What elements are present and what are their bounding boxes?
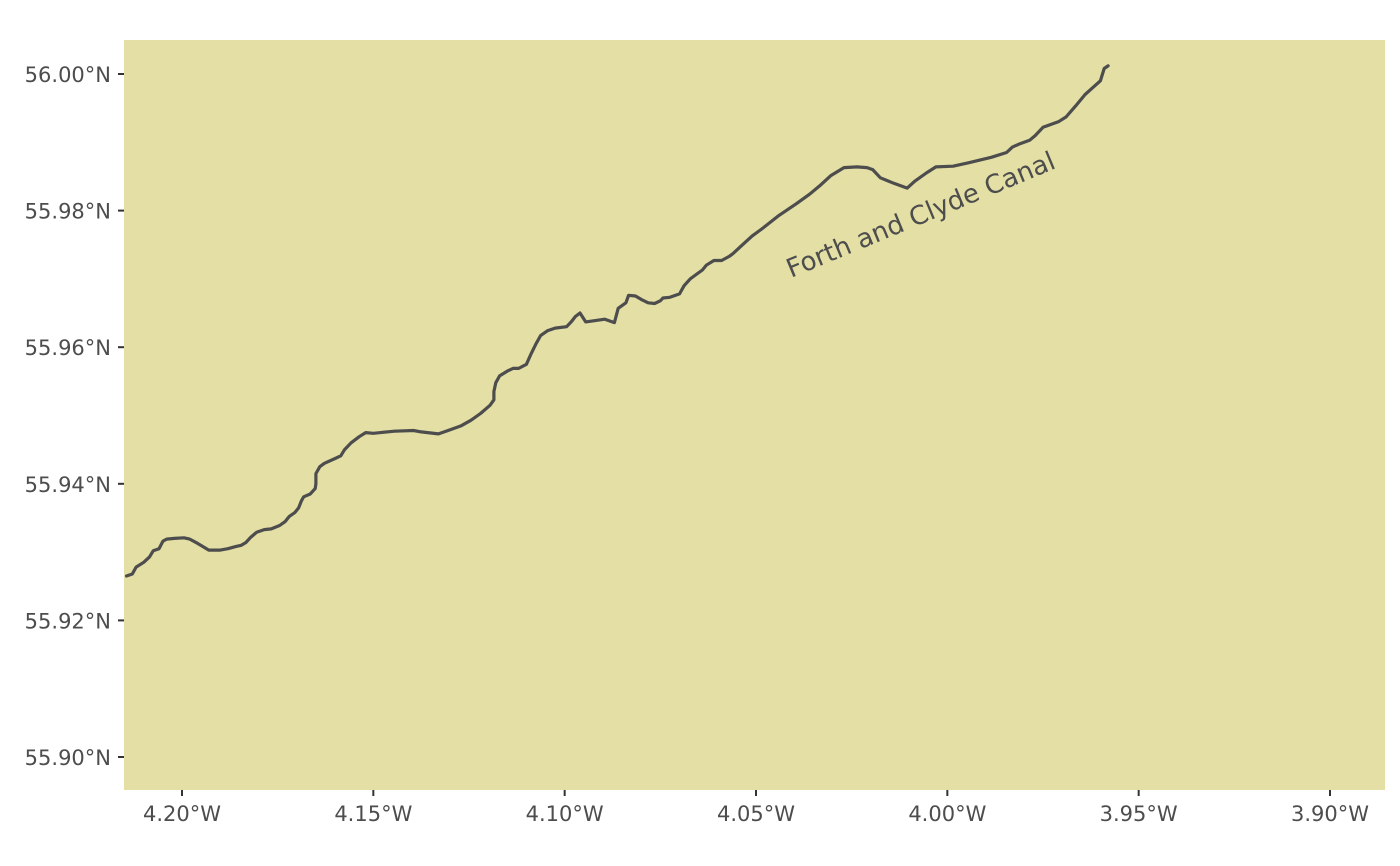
x-axis-tick-label: 3.95°W — [1100, 802, 1178, 826]
y-axis-tick-label: 55.96°N — [25, 336, 111, 360]
y-axis-tick-label: 55.90°N — [25, 746, 111, 770]
x-axis: 4.20°W 4.15°W 4.10°W 4.05°W 4.00°W 3.95°W 3.90… — [143, 790, 1369, 826]
y-axis-tick-label: 55.92°N — [25, 609, 111, 633]
y-axis-tick-label: 55.98°N — [25, 200, 111, 224]
canal-layer — [124, 64, 1110, 578]
x-axis-tick-label: 4.05°W — [717, 802, 795, 826]
x-axis-tick-label: 4.20°W — [143, 802, 221, 826]
forth-and-clyde-canal-line — [124, 64, 1110, 578]
x-axis-tick-label: 3.90°W — [1291, 802, 1369, 826]
y-axis-tick-label: 55.94°N — [25, 473, 111, 497]
x-axis-tick-label: 4.00°W — [908, 802, 986, 826]
y-axis: 56.00°N 55.98°N 55.96°N 55.94°N 55.92°N 55.90… — [25, 63, 124, 770]
x-axis-tick-label: 4.10°W — [526, 802, 604, 826]
y-axis-tick-label: 56.00°N — [25, 63, 111, 87]
x-axis-tick-label: 4.15°W — [334, 802, 412, 826]
map-panel — [124, 40, 1385, 790]
